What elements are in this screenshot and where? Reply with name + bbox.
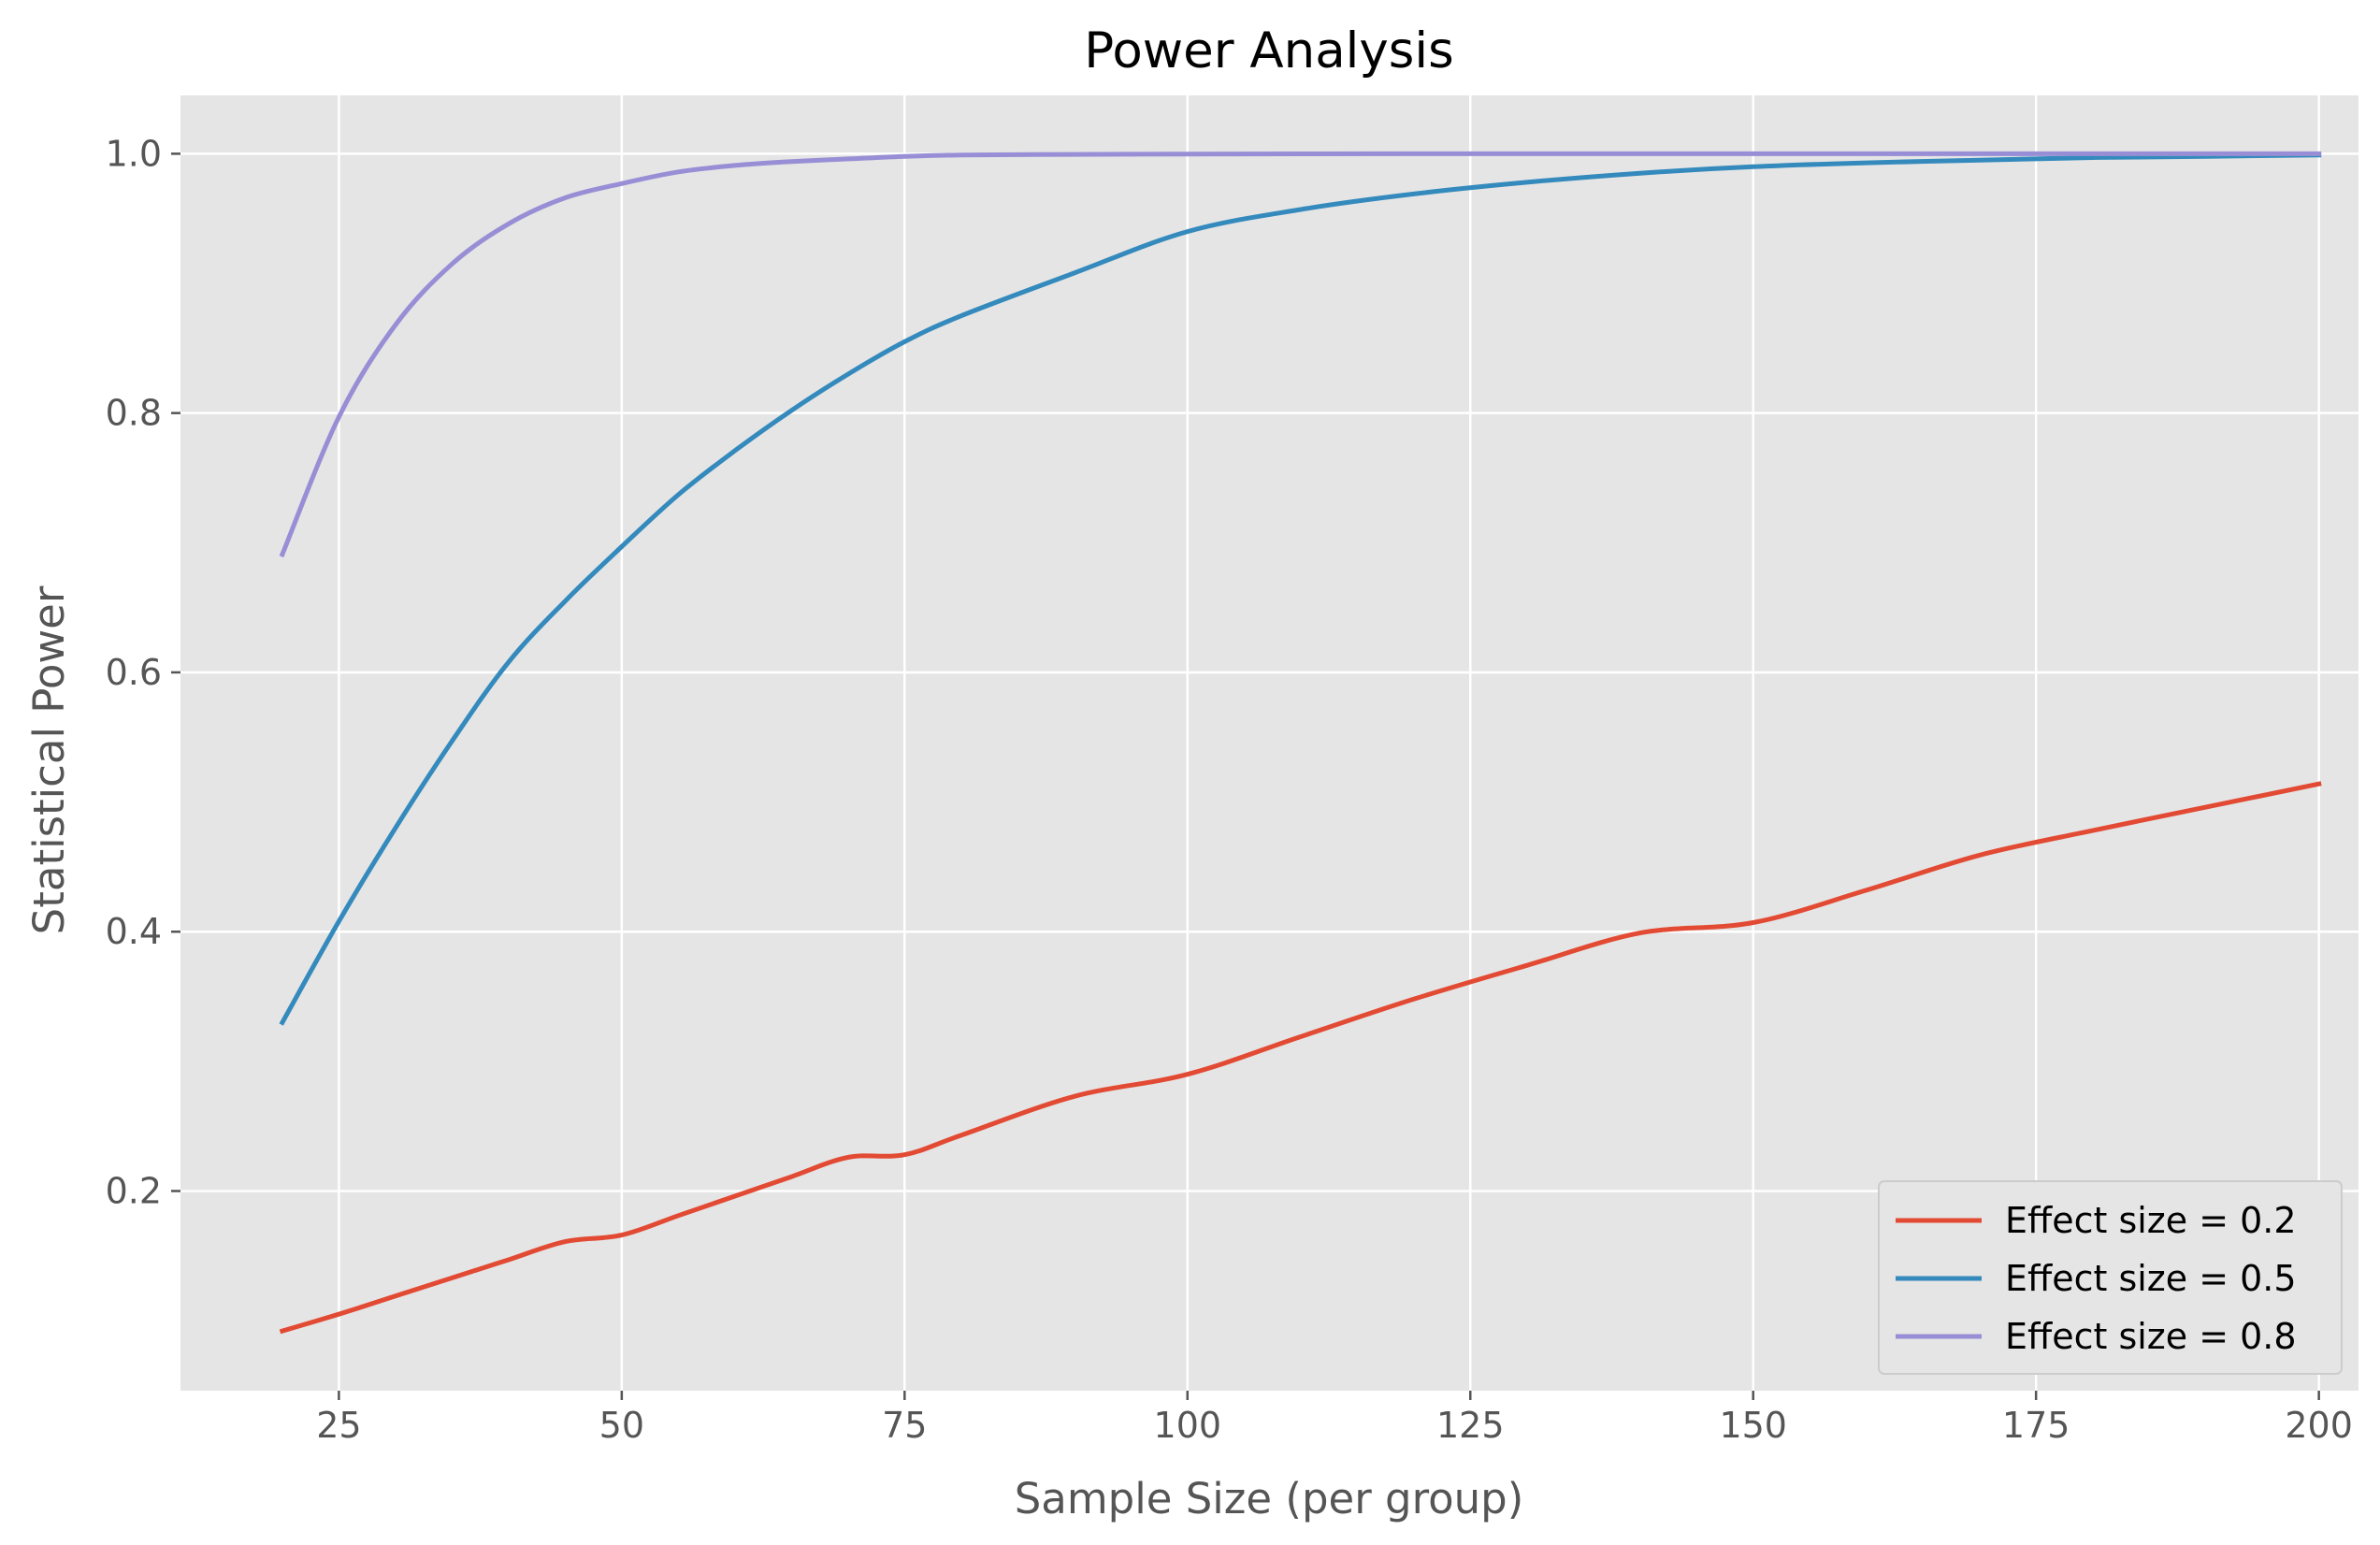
x-tick-label: 175	[2002, 1405, 2070, 1446]
y-tick-label: 1.0	[106, 133, 162, 174]
series-line-1	[279, 152, 2322, 1026]
y-tick-label: 0.6	[106, 652, 162, 693]
y-tick-label: 0.2	[106, 1170, 162, 1211]
chart-title: Power Analysis	[1084, 22, 1453, 79]
legend: Effect size = 0.2 Effect size = 0.5 Effect…	[1878, 1180, 2343, 1375]
series-lines	[279, 151, 2322, 1335]
x-tick-label: 25	[316, 1405, 361, 1446]
series-line-2	[279, 151, 2322, 558]
y-tick-label: 0.8	[106, 393, 162, 434]
x-tick-label: 125	[1436, 1405, 1505, 1446]
axis-ticks: 25 50 75 100 125 150 175 200 0.2 0.4 0.6 0.8 1.0	[106, 133, 2353, 1446]
y-axis-label: Statistical Power	[24, 585, 74, 934]
legend-label: Effect size = 0.5	[2005, 1258, 2297, 1299]
grid-lines	[180, 95, 2358, 1391]
x-tick-label: 50	[599, 1405, 644, 1446]
x-tick-label: 150	[1719, 1405, 1787, 1446]
x-tick-label: 200	[2285, 1405, 2353, 1446]
legend-label: Effect size = 0.2	[2005, 1200, 2297, 1241]
legend-label: Effect size = 0.8	[2005, 1316, 2297, 1357]
y-tick-label: 0.4	[106, 911, 162, 952]
plot-area	[180, 95, 2358, 1391]
series-line-0	[279, 781, 2322, 1335]
x-tick-label: 100	[1154, 1405, 1222, 1446]
x-axis-label: Sample Size (per group)	[1015, 1474, 1524, 1523]
x-tick-label: 75	[882, 1405, 927, 1446]
legend-frame	[1878, 1180, 2343, 1375]
